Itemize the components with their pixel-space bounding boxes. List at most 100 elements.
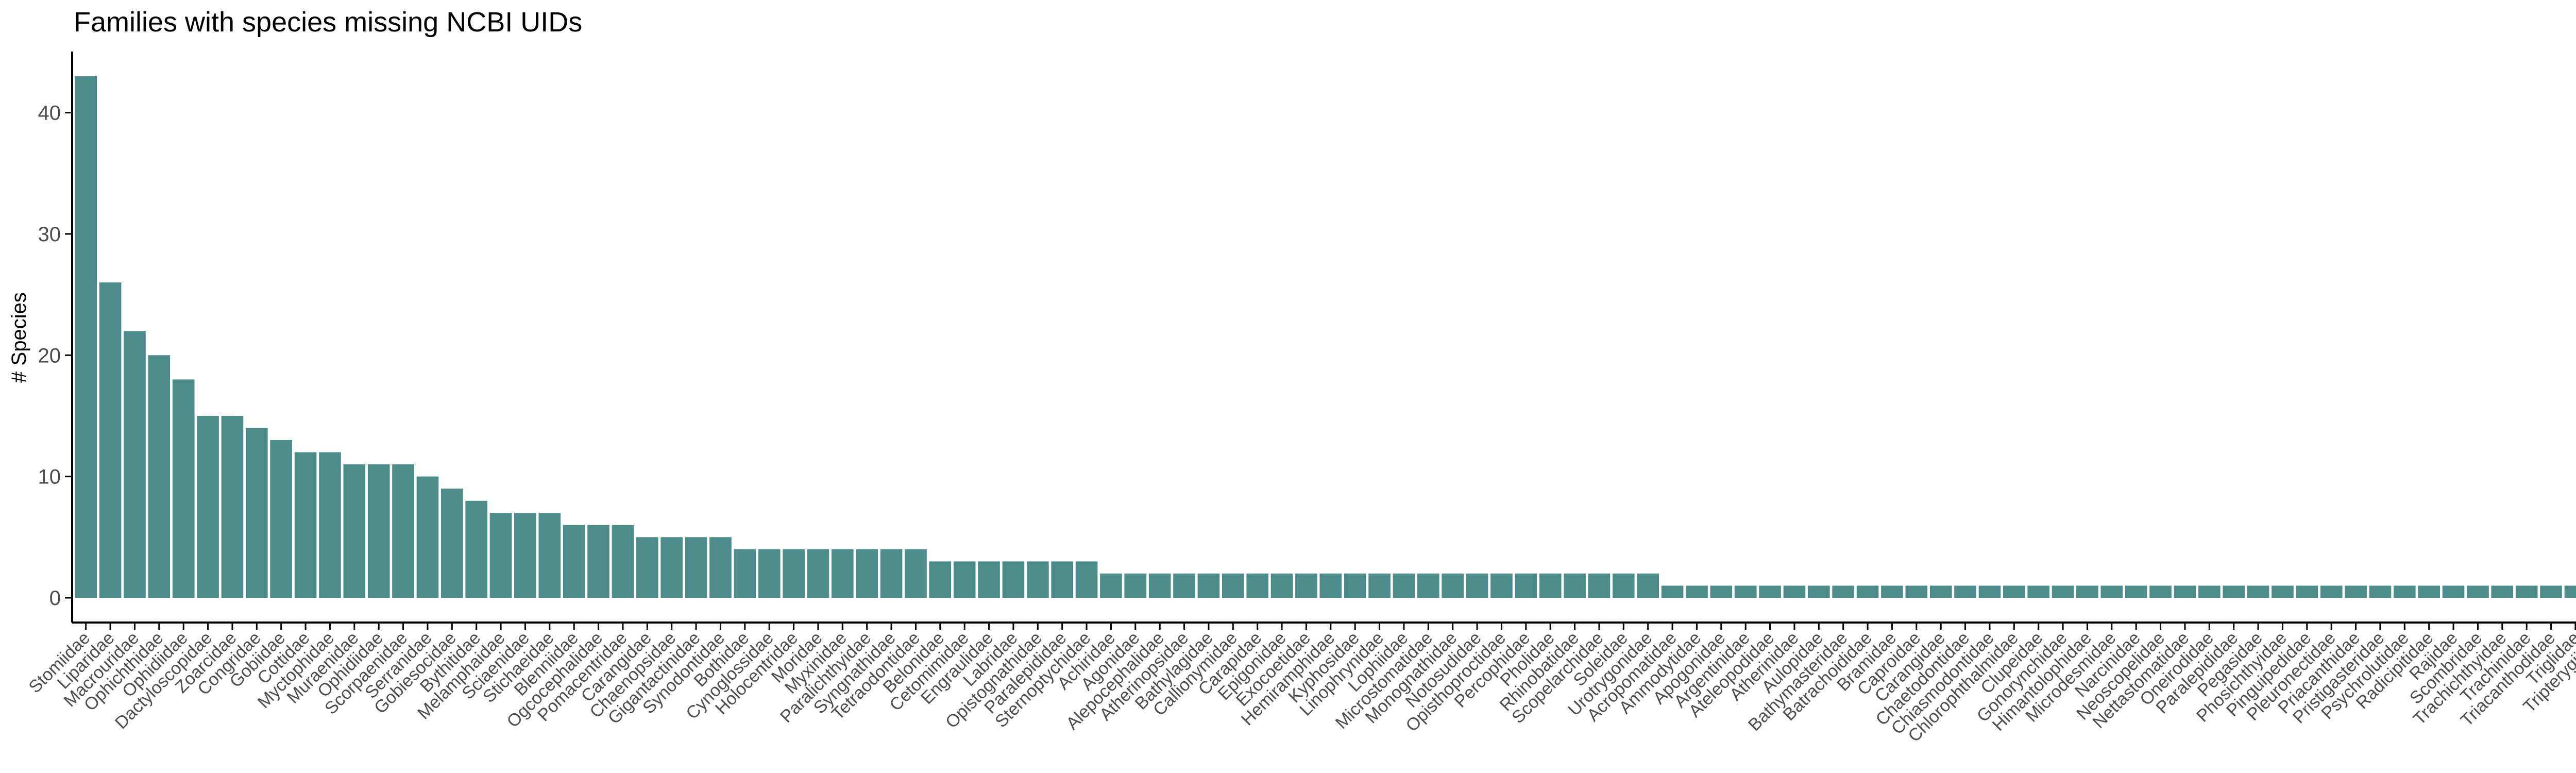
- bar-103: [2564, 585, 2576, 598]
- bar-69: [1734, 585, 1757, 598]
- bar-28: [734, 549, 756, 598]
- bar-32: [831, 549, 854, 598]
- y-tick-label: 30: [38, 223, 61, 246]
- bar-101: [2515, 585, 2538, 598]
- bar-37: [953, 561, 976, 598]
- y-ticks-layer: 0 10 20 30 40: [38, 102, 72, 610]
- bar-41: [1051, 561, 1074, 598]
- bar-29: [758, 549, 781, 598]
- bar-51: [1295, 573, 1317, 598]
- bar-91: [2272, 585, 2294, 598]
- bar-57: [1442, 573, 1464, 598]
- bar-36: [929, 561, 952, 598]
- bar-77: [1929, 585, 1952, 598]
- bar-47: [1197, 573, 1220, 598]
- bar-85: [2125, 585, 2147, 598]
- bar-53: [1344, 573, 1366, 598]
- bar-65: [1637, 573, 1659, 598]
- bar-90: [2247, 585, 2269, 598]
- bar-70: [1759, 585, 1781, 598]
- bar-27: [709, 537, 732, 598]
- bar-14: [392, 464, 414, 598]
- bar-25: [660, 537, 683, 598]
- bar-88: [2198, 585, 2221, 598]
- bar-49: [1246, 573, 1269, 598]
- bar-81: [2027, 585, 2050, 598]
- bar-98: [2442, 585, 2465, 598]
- bar-2: [99, 282, 122, 598]
- bar-54: [1368, 573, 1391, 598]
- bar-95: [2369, 585, 2392, 598]
- bar-33: [856, 549, 878, 598]
- y-tick-label: 0: [49, 587, 61, 610]
- bar-92: [2296, 585, 2318, 598]
- bar-94: [2345, 585, 2367, 598]
- bar-23: [612, 525, 634, 598]
- bar-58: [1466, 573, 1488, 598]
- bar-10: [294, 452, 317, 598]
- bar-84: [2100, 585, 2123, 598]
- bar-39: [1002, 561, 1025, 598]
- bar-74: [1856, 585, 1879, 598]
- bar-31: [807, 549, 829, 598]
- bar-102: [2540, 585, 2562, 598]
- bar-46: [1173, 573, 1195, 598]
- bar-40: [1026, 561, 1049, 598]
- bar-11: [319, 452, 341, 598]
- bar-80: [2003, 585, 2025, 598]
- bar-30: [783, 549, 805, 598]
- bar-42: [1075, 561, 1098, 598]
- bar-52: [1319, 573, 1342, 598]
- bar-50: [1270, 573, 1293, 598]
- bar-89: [2223, 585, 2245, 598]
- bar-71: [1783, 585, 1806, 598]
- bar-12: [343, 464, 366, 598]
- bar-17: [465, 500, 488, 598]
- bar-96: [2393, 585, 2416, 598]
- bar-61: [1539, 573, 1562, 598]
- bar-97: [2418, 585, 2441, 598]
- bar-38: [978, 561, 1000, 598]
- bar-63: [1588, 573, 1611, 598]
- bar-79: [1978, 585, 2001, 598]
- bar-76: [1905, 585, 1928, 598]
- bar-87: [2174, 585, 2196, 598]
- bar-22: [587, 525, 609, 598]
- bar-64: [1612, 573, 1635, 598]
- bar-4: [148, 355, 171, 598]
- bar-78: [1954, 585, 1976, 598]
- bar-67: [1686, 585, 1708, 598]
- y-tick-label: 40: [38, 102, 61, 125]
- bar-24: [636, 537, 658, 598]
- bar-55: [1393, 573, 1415, 598]
- bar-7: [221, 415, 244, 598]
- bar-26: [685, 537, 707, 598]
- bar-1: [75, 76, 97, 598]
- bar-45: [1148, 573, 1171, 598]
- bar-83: [2076, 585, 2098, 598]
- bar-5: [172, 379, 195, 598]
- bar-21: [563, 525, 585, 598]
- bar-48: [1222, 573, 1244, 598]
- y-tick-label: 10: [38, 466, 61, 489]
- bar-35: [905, 549, 927, 598]
- y-tick-label: 20: [38, 344, 61, 367]
- bar-99: [2467, 585, 2489, 598]
- bar-73: [1832, 585, 1855, 598]
- bar-68: [1710, 585, 1733, 598]
- bar-82: [2052, 585, 2074, 598]
- bar-9: [270, 440, 293, 598]
- bar-16: [440, 489, 463, 598]
- bars-layer: [75, 76, 2576, 598]
- bar-93: [2320, 585, 2343, 598]
- bar-43: [1100, 573, 1122, 598]
- bar-6: [197, 415, 219, 598]
- bar-20: [538, 513, 561, 598]
- bar-60: [1515, 573, 1537, 598]
- bar-66: [1661, 585, 1684, 598]
- bar-59: [1490, 573, 1513, 598]
- bar-62: [1564, 573, 1586, 598]
- bar-13: [367, 464, 390, 598]
- bar-18: [489, 513, 512, 598]
- chart-title: Families with species missing NCBI UIDs: [74, 7, 583, 38]
